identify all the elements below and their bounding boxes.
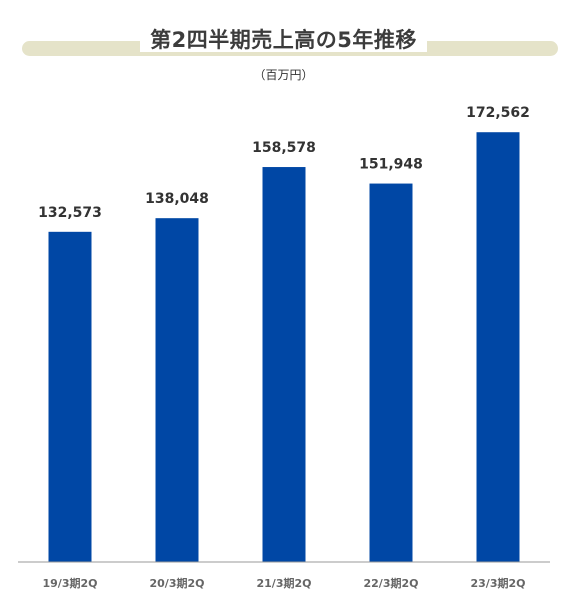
x-tick-label-5: 23/3期2Q — [471, 576, 526, 590]
value-label-5: 172,562 — [466, 105, 530, 121]
bar-1 — [48, 231, 92, 562]
tick-labels-group: 19/3期2Q 20/3期2Q 21/3期2Q 22/3期2Q 23/3期2Q — [43, 576, 526, 590]
unit-label: （百万円） — [253, 68, 314, 82]
bar-4 — [369, 183, 413, 563]
chart-title-text: 第2四半期売上高の5年推移 — [140, 28, 427, 52]
value-label-4: 151,948 — [359, 157, 423, 173]
bars-group — [48, 132, 520, 563]
x-tick-label-2: 20/3期2Q — [150, 576, 205, 590]
bar-3 — [262, 167, 306, 562]
value-labels-group: 132,573 138,048 158,578 151,948 172,562 — [38, 105, 530, 221]
x-tick-label-4: 22/3期2Q — [364, 576, 419, 590]
x-tick-label-1: 19/3期2Q — [43, 576, 98, 590]
bar-2 — [155, 218, 199, 562]
chart-title: 第2四半期売上高の5年推移 — [0, 24, 567, 54]
bar-5 — [476, 132, 520, 562]
value-label-3: 158,578 — [252, 140, 316, 156]
value-label-1: 132,573 — [38, 205, 102, 221]
value-label-2: 138,048 — [145, 191, 209, 207]
x-tick-label-3: 21/3期2Q — [257, 576, 312, 590]
